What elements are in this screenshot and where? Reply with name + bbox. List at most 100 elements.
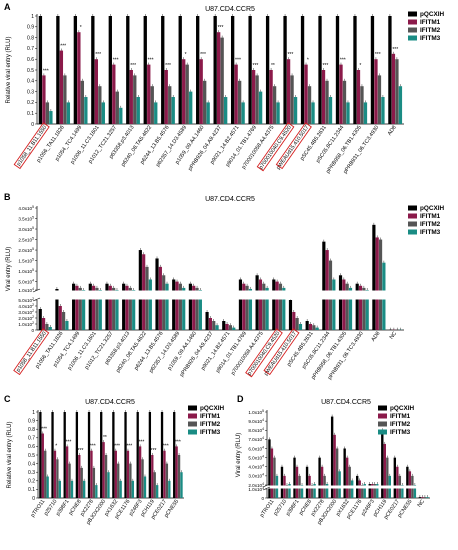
bar xyxy=(205,312,209,330)
bar xyxy=(73,16,78,124)
bar xyxy=(178,283,182,330)
bar xyxy=(272,86,277,124)
bar xyxy=(112,64,116,124)
bar xyxy=(80,80,85,124)
bar xyxy=(82,290,86,330)
bar xyxy=(172,279,176,330)
break-mark xyxy=(32,297,41,302)
bar xyxy=(273,457,276,499)
bar xyxy=(426,497,429,498)
significance-label: *** xyxy=(41,427,47,433)
bar xyxy=(285,485,289,498)
bar xyxy=(408,471,412,498)
tick-label: 0.8 xyxy=(27,35,34,41)
bar xyxy=(322,241,326,330)
bar xyxy=(46,476,49,498)
bar xyxy=(335,448,339,498)
significance-label: *** xyxy=(287,52,293,58)
bar xyxy=(49,111,53,124)
significance-label: *** xyxy=(90,444,96,450)
bar xyxy=(44,450,47,498)
bar xyxy=(213,16,217,124)
bar xyxy=(286,59,291,125)
bar xyxy=(283,16,287,124)
significance-label: *** xyxy=(113,58,119,64)
bar xyxy=(92,285,96,330)
y-axis-label: Viral entry (RLU) xyxy=(6,247,12,292)
bar xyxy=(161,16,165,124)
bar xyxy=(195,287,199,330)
legend-swatch xyxy=(408,35,417,41)
bar xyxy=(295,466,299,498)
tick-label: 0.6 xyxy=(28,444,35,450)
significance-label: * xyxy=(359,63,361,69)
panel-c: C U87.CD4.CCR5 Relative viral entry (RLU) 0… xyxy=(4,394,225,526)
bar xyxy=(98,290,102,330)
bar xyxy=(307,86,312,124)
legend-swatch xyxy=(408,19,417,25)
bar xyxy=(345,283,349,330)
bar xyxy=(330,416,334,498)
bar xyxy=(182,59,186,125)
significance-label: *** xyxy=(130,63,136,69)
bar xyxy=(68,463,71,498)
bar xyxy=(45,324,49,330)
tick-label: 0 xyxy=(31,328,34,333)
panel-b: B U87.CD4.CCR5 Viral entry (RLU) 1.0x104 5.0… xyxy=(4,192,445,381)
bar xyxy=(87,412,91,498)
significance-label: *** xyxy=(200,52,206,58)
bar xyxy=(304,64,308,124)
significance-label: *** xyxy=(175,439,181,445)
legend-swatch xyxy=(188,413,197,419)
legend-label: IFITM1 xyxy=(200,413,221,420)
bar xyxy=(293,97,298,124)
bar xyxy=(41,433,44,498)
bar xyxy=(38,16,43,124)
tick-label: 5.0x102 xyxy=(18,297,34,303)
bar xyxy=(353,16,357,124)
bar xyxy=(51,412,54,498)
bar xyxy=(108,16,112,124)
bar xyxy=(288,484,291,498)
bar xyxy=(333,434,336,498)
bar xyxy=(112,412,115,498)
bar xyxy=(198,290,202,330)
legend-label: IFITM3 xyxy=(420,35,441,42)
bar xyxy=(305,466,309,498)
bar xyxy=(358,285,363,330)
bar xyxy=(163,450,166,498)
bar xyxy=(293,457,296,499)
bar xyxy=(138,250,142,330)
bar xyxy=(311,102,315,124)
bar xyxy=(141,459,144,498)
bar xyxy=(338,471,341,498)
bar xyxy=(356,70,361,124)
bar xyxy=(258,279,263,330)
bar xyxy=(91,16,95,124)
bar xyxy=(225,324,229,330)
legend-label: pQCXIH xyxy=(390,405,415,412)
bar xyxy=(148,279,152,330)
tick-label: 4.0x105 xyxy=(18,205,34,211)
legend-label: IFITM2 xyxy=(420,221,441,228)
bar xyxy=(398,86,403,124)
chart-title: U87.CD4.CCR5 xyxy=(321,399,371,406)
bar xyxy=(423,497,427,498)
bar xyxy=(131,480,134,498)
tick-label: 3.0x102 xyxy=(18,309,34,315)
legend-label: IFITM2 xyxy=(420,27,441,34)
bar xyxy=(300,485,304,498)
significance-label: *** xyxy=(340,58,346,64)
tick-label: 0.4 xyxy=(27,79,34,85)
category-label: p62357_14.D3.4589 xyxy=(148,331,181,374)
category-label: pPRB926_04.A9.4237 xyxy=(187,125,223,172)
tick-label: 4.0x102 xyxy=(18,303,34,309)
bar xyxy=(208,318,212,330)
bar xyxy=(232,327,236,330)
bar xyxy=(62,312,66,330)
y-axis-label: Relative viral entry (RLU) xyxy=(6,36,12,103)
bar xyxy=(136,412,139,498)
tick-label: 3.0x104 xyxy=(248,473,264,479)
tick-label: 2.0x102 xyxy=(18,315,34,321)
bar xyxy=(290,75,294,124)
